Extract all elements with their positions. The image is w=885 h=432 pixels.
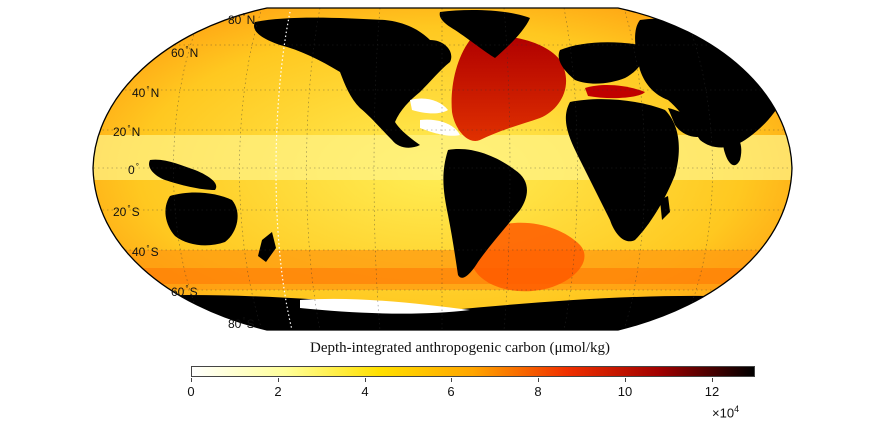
colorbar-tick-label: 8 bbox=[534, 384, 542, 399]
graticule bbox=[93, 8, 792, 330]
colorbar-tick-label: 10 bbox=[617, 384, 633, 399]
antarctica bbox=[93, 294, 792, 330]
mediterranean-high bbox=[585, 85, 645, 99]
lat-label-0: 0° bbox=[128, 162, 139, 177]
colorbar-tick-mark bbox=[191, 378, 192, 382]
colorbar-tick-mark bbox=[538, 378, 539, 382]
colorbar-tick-label: 4 bbox=[361, 384, 369, 399]
greenland bbox=[439, 10, 530, 58]
southern-ocean-band bbox=[93, 250, 792, 290]
australia bbox=[165, 192, 238, 246]
arabia bbox=[668, 108, 705, 137]
lat-label-40s: 40°S bbox=[132, 244, 159, 259]
new-zealand bbox=[258, 232, 276, 262]
maritime-continent bbox=[149, 159, 217, 190]
india bbox=[720, 128, 742, 166]
hudson-ice bbox=[410, 98, 448, 114]
south-atlantic-high bbox=[470, 222, 585, 292]
colorbar-tick-mark bbox=[451, 378, 452, 382]
south-america bbox=[443, 149, 527, 278]
lat-label-20n: 20°N bbox=[113, 124, 141, 139]
europe bbox=[558, 42, 645, 84]
map-frame bbox=[92, 7, 793, 331]
southern-ocean-core bbox=[93, 268, 792, 284]
ross-ice bbox=[300, 298, 470, 314]
colorbar-tick-label: 0 bbox=[187, 384, 195, 399]
seam-line bbox=[275, 11, 293, 330]
caribbean-white bbox=[420, 119, 460, 136]
lat-label-60s: 60°S bbox=[171, 284, 198, 299]
colorbar-tick-mark bbox=[365, 378, 366, 382]
colorbar-tick-mark bbox=[278, 378, 279, 382]
lat-label-60n: 60°N bbox=[171, 45, 199, 60]
colorbar-tick-label: 12 bbox=[704, 384, 720, 399]
colorbar-title: Depth-integrated anthropogenic carbon (μ… bbox=[309, 340, 611, 356]
madagascar bbox=[660, 196, 670, 220]
colorbar-exponent: ×104 bbox=[712, 404, 740, 421]
colorbar-tick-label: 2 bbox=[274, 384, 282, 399]
lat-label-20s: 20°S bbox=[113, 204, 140, 219]
lat-label-80s: 80°S bbox=[228, 316, 255, 331]
colorbar-tick-mark bbox=[625, 378, 626, 382]
colorbar-tick-mark bbox=[712, 378, 713, 382]
colorbar bbox=[191, 366, 755, 377]
lat-label-40n: 40°N bbox=[132, 85, 160, 100]
north-america bbox=[254, 17, 452, 148]
africa bbox=[565, 99, 679, 242]
lat-label-80n: 80°N bbox=[228, 12, 256, 27]
north-atlantic-high bbox=[451, 36, 567, 141]
colorbar-tick-label: 6 bbox=[447, 384, 455, 399]
